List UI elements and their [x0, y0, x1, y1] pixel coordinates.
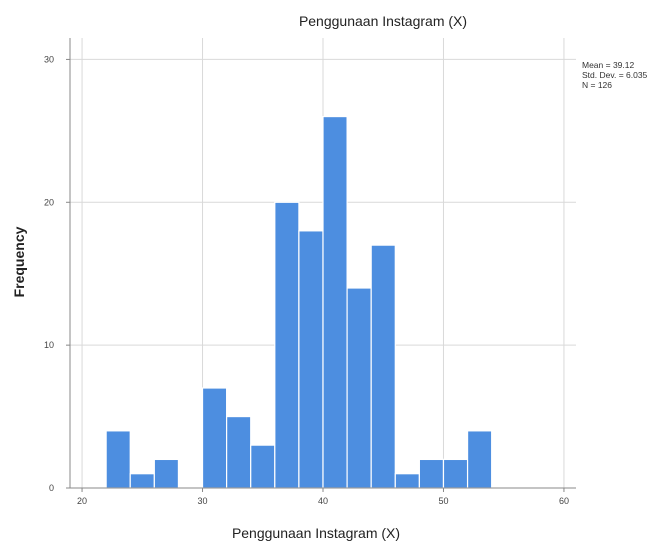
histogram-bar: [274, 201, 300, 489]
stats-line: Std. Dev. = 6.035: [582, 70, 648, 80]
x-tick-label: 20: [77, 496, 87, 506]
tick-labels: 0 10 20 30 20 30 40 50 60: [44, 54, 569, 506]
histogram-bar: [394, 473, 420, 489]
histogram-bar: [298, 230, 324, 489]
histogram-bar: [153, 458, 180, 489]
x-tick-label: 60: [559, 496, 569, 506]
histogram-bar: [466, 430, 493, 489]
y-tick-label: 20: [44, 197, 54, 207]
y-tick-label: 0: [49, 483, 54, 493]
histogram-bar: [201, 387, 228, 489]
y-tick-label: 10: [44, 340, 54, 350]
histogram-bar: [370, 244, 396, 489]
y-axis-label: Frequency: [11, 226, 27, 297]
chart-title: Penggunaan Instagram (X): [299, 13, 467, 29]
histogram-bar: [250, 444, 276, 489]
x-tick-label: 40: [318, 496, 328, 506]
bars: [105, 115, 493, 489]
histogram-bar: [105, 430, 131, 489]
x-tick-label: 50: [438, 496, 448, 506]
histogram-bar: [418, 458, 445, 489]
x-axis-label: Penggunaan Instagram (X): [232, 525, 400, 541]
stats-line: N = 126: [582, 80, 612, 90]
histogram-bar: [346, 287, 372, 489]
histogram-bar: [322, 115, 348, 489]
histogram-bar: [226, 415, 252, 489]
x-tick-label: 30: [198, 496, 208, 506]
histogram-bar: [129, 473, 155, 489]
histogram-bar: [442, 458, 469, 489]
y-tick-label: 30: [44, 54, 54, 64]
stats-line: Mean = 39.12: [582, 60, 634, 70]
